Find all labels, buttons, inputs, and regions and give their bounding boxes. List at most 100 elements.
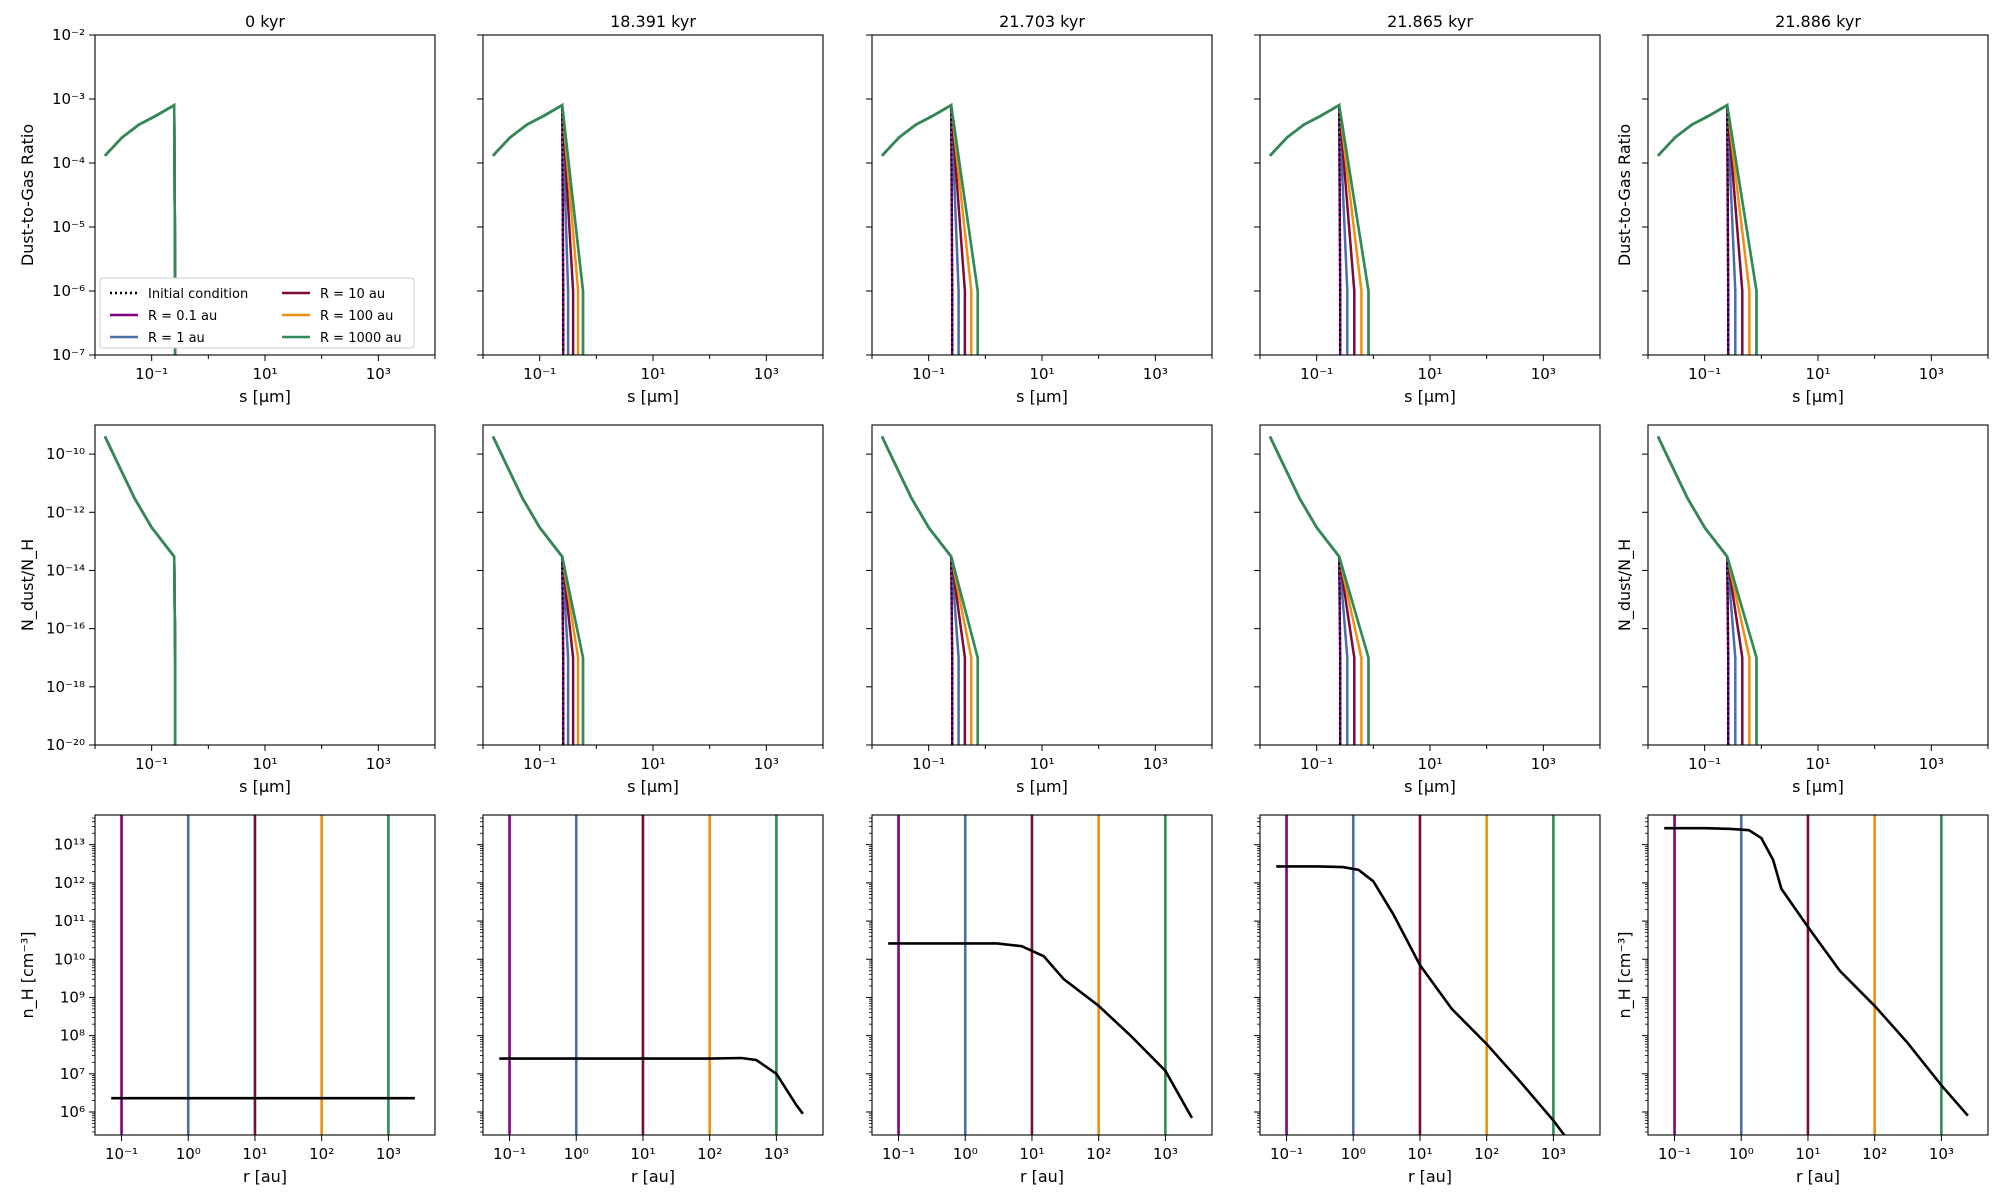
y-tick-label: 10¹⁰	[54, 950, 85, 968]
series-line-4	[103, 436, 177, 745]
x-tick-label: 10³	[1143, 365, 1168, 383]
density-profile-line	[1664, 826, 1969, 1117]
series-line-1	[1268, 436, 1349, 745]
density-profile-line	[888, 942, 1194, 1119]
series-line-0	[1656, 436, 1730, 745]
plot-frame	[1647, 34, 1989, 356]
x-tick-label: 10¹	[640, 365, 665, 383]
x-axis-label: r [au]	[631, 1167, 675, 1186]
initial-condition-line	[104, 436, 177, 745]
series-line-2	[491, 436, 575, 745]
y-tick-label: 10⁹	[60, 988, 85, 1006]
plot-frame	[871, 34, 1213, 356]
x-axis-label: r [au]	[1020, 1167, 1064, 1186]
x-tick-label: 10⁻¹	[1688, 365, 1721, 383]
y-tick-label: 10⁻⁵	[52, 218, 85, 236]
panel-r0-c1: s [μm] 18.391 kyr	[477, 12, 824, 406]
y-axis-label: n_H [cm⁻³]	[1615, 932, 1635, 1019]
y-tick-label: 10⁻¹⁴	[46, 561, 85, 579]
series-line-top	[491, 436, 585, 745]
panel-r0-c0: s [μm] Dust-to-Gas Ratio 0 kyr	[18, 12, 436, 406]
x-tick-label: 10¹	[1029, 365, 1054, 383]
y-tick-label: 10⁻³	[52, 90, 85, 108]
x-axis-label: s [μm]	[1016, 777, 1068, 796]
x-tick-label: 10¹	[1805, 365, 1830, 383]
panel-r0-c3: s [μm] 21.865 kyr	[1254, 12, 1601, 406]
x-tick-label: 10³	[1531, 755, 1556, 773]
x-tick-label: 10³	[754, 755, 779, 773]
x-tick-label: 10⁻¹	[135, 365, 168, 383]
series-line-top	[1656, 436, 1758, 745]
x-tick-label: 10⁰	[1729, 1145, 1754, 1163]
plot-frame	[94, 424, 436, 746]
x-axis-label: s [μm]	[239, 387, 291, 406]
initial-condition-line	[881, 436, 954, 745]
x-tick-label: 10³	[1929, 1145, 1954, 1163]
x-tick-label: 10¹	[252, 365, 277, 383]
panel-r2-c2: r [au]	[866, 814, 1213, 1186]
x-axis-label: s [μm]	[627, 777, 679, 796]
legend-label: R = 100 au	[320, 309, 393, 324]
plot-frame	[871, 814, 1213, 1136]
x-tick-label: 10¹	[1019, 1145, 1044, 1163]
series-line-top	[1268, 436, 1370, 745]
x-tick-label: 10³	[1153, 1145, 1178, 1163]
x-tick-label: 10²	[697, 1145, 722, 1163]
plot-frame	[1259, 34, 1601, 356]
y-tick-label: 10⁶	[60, 1103, 85, 1121]
x-tick-label: 10⁰	[176, 1145, 201, 1163]
x-tick-label: 10¹	[242, 1145, 267, 1163]
legend-label: R = 10 au	[320, 287, 385, 302]
x-tick-label: 10³	[1919, 365, 1944, 383]
x-tick-label: 10³	[366, 755, 391, 773]
x-axis-label: r [au]	[1796, 1167, 1840, 1186]
x-axis-label: s [μm]	[1792, 777, 1844, 796]
x-axis-label: s [μm]	[1792, 387, 1844, 406]
plot-frame	[871, 424, 1213, 746]
panel-r2-c4: r [au] n_H [cm⁻³]	[1615, 814, 1989, 1186]
series-line-0	[880, 436, 954, 745]
panel-r1-c1: s [μm]	[477, 424, 824, 796]
x-tick-label: 10²	[1086, 1145, 1111, 1163]
panel-r1-c2: s [μm]	[866, 424, 1213, 796]
legend-label: R = 1 au	[148, 331, 205, 346]
x-tick-label: 10³	[1143, 755, 1168, 773]
series-line-1	[1656, 436, 1737, 745]
x-axis-label: s [μm]	[627, 387, 679, 406]
x-axis-label: s [μm]	[239, 777, 291, 796]
series-line-4	[880, 436, 979, 745]
y-tick-label: 10⁻²⁰	[46, 736, 85, 754]
panel-r2-c0: r [au] n_H [cm⁻³]	[18, 814, 436, 1186]
density-profile-line	[499, 1056, 804, 1115]
plot-frame	[482, 34, 824, 356]
x-axis-label: r [au]	[243, 1167, 287, 1186]
y-tick-label: 10⁻¹²	[46, 503, 85, 521]
x-axis-label: s [μm]	[1016, 387, 1068, 406]
panel-title: 21.886 kyr	[1775, 12, 1861, 31]
initial-condition-line	[1269, 436, 1342, 745]
y-axis-label: Dust-to-Gas Ratio	[18, 124, 37, 266]
x-tick-label: 10²	[1862, 1145, 1887, 1163]
plot-frame	[94, 814, 436, 1136]
x-tick-label: 10²	[309, 1145, 334, 1163]
plot-frame	[1259, 814, 1601, 1136]
x-tick-label: 10⁻¹	[105, 1145, 138, 1163]
initial-condition-line	[1657, 436, 1730, 745]
y-tick-label: 10⁻⁷	[52, 346, 85, 364]
x-tick-label: 10²	[1474, 1145, 1499, 1163]
x-tick-label: 10¹	[630, 1145, 655, 1163]
x-tick-label: 10⁰	[953, 1145, 978, 1163]
x-tick-label: 10³	[1531, 365, 1556, 383]
legend-label: R = 0.1 au	[148, 309, 217, 324]
x-tick-label: 10³	[1541, 1145, 1566, 1163]
series-line-0	[1268, 436, 1342, 745]
initial-condition-line	[492, 436, 565, 745]
plot-frame	[482, 814, 824, 1136]
y-tick-label: 10¹²	[54, 874, 85, 892]
y-tick-label: 10⁻²	[52, 26, 85, 44]
panel-r1-c4: s [μm] N_dust/N_H	[1615, 424, 1989, 796]
x-axis-label: s [μm]	[1404, 777, 1456, 796]
x-tick-label: 10³	[366, 365, 391, 383]
series-line-1	[103, 436, 177, 745]
